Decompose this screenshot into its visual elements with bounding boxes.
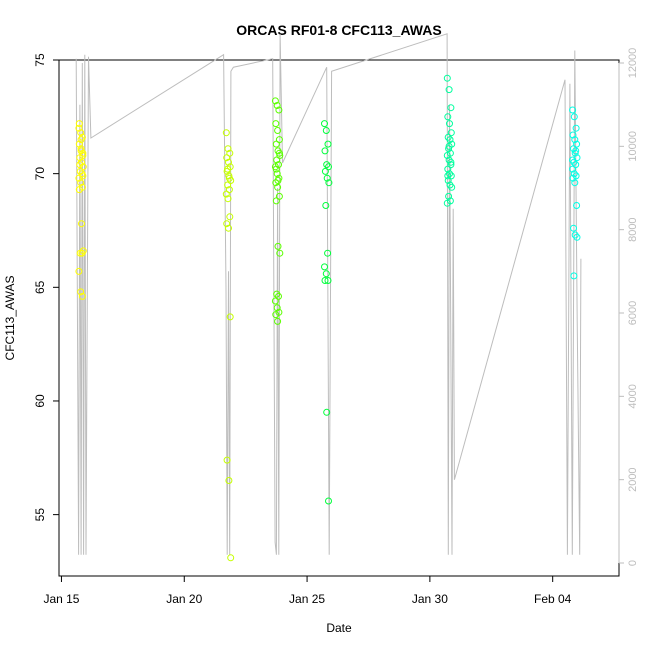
data-point xyxy=(227,214,233,220)
y-axis: 55 60 65 70 75 xyxy=(33,53,59,521)
data-point xyxy=(273,121,279,127)
x-tick-label: Jan 25 xyxy=(289,592,325,606)
data-point xyxy=(273,198,279,204)
y-tick-label: 55 xyxy=(33,508,47,522)
data-point xyxy=(228,555,234,561)
x-axis-title: Date xyxy=(326,621,352,635)
data-point xyxy=(323,128,329,134)
y2-tick-label: 10000 xyxy=(627,131,639,162)
altitude-line-group xyxy=(76,34,581,555)
x-tick-label: Feb 04 xyxy=(534,592,572,606)
chart-title: ORCAS RF01-8 CFC113_AWAS xyxy=(236,22,441,38)
y2-tick-label: 8000 xyxy=(627,217,639,241)
plot-area-frame xyxy=(59,60,619,576)
y2-axis: 0 2000 4000 6000 8000 10000 12000 xyxy=(619,48,639,566)
data-point xyxy=(322,264,328,270)
x-tick-label: Jan 15 xyxy=(43,592,79,606)
x-tick-label: Jan 30 xyxy=(412,592,448,606)
data-point xyxy=(448,105,454,111)
y2-tick-label: 4000 xyxy=(627,384,639,408)
y2-tick-label: 2000 xyxy=(627,467,639,491)
altitude-line xyxy=(76,34,581,555)
y-axis-title: CFC113_AWAS xyxy=(3,276,17,361)
y2-tick-label: 12000 xyxy=(627,48,639,79)
y2-tick-label: 6000 xyxy=(627,301,639,325)
data-point xyxy=(325,141,331,147)
y-tick-label: 60 xyxy=(33,394,47,408)
x-axis: Jan 15 Jan 20 Jan 25 Jan 30 Feb 04 xyxy=(43,576,571,606)
y-tick-label: 70 xyxy=(33,167,47,181)
data-point xyxy=(273,141,279,147)
y2-tick-label: 0 xyxy=(627,560,639,566)
y-tick-label: 75 xyxy=(33,53,47,67)
data-point xyxy=(323,271,329,277)
y-tick-label: 65 xyxy=(33,280,47,294)
x-tick-label: Jan 20 xyxy=(166,592,202,606)
